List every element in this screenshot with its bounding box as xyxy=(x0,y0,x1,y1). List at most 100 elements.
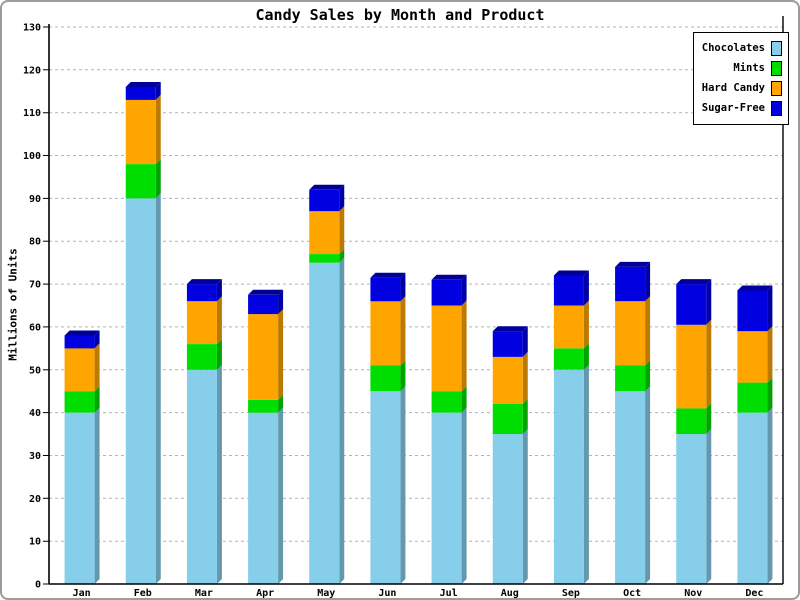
bar-side-hard-candy xyxy=(645,296,651,366)
bar-side-sugar-free xyxy=(706,279,712,325)
bar-side-mints xyxy=(461,386,467,413)
bar-segment-hard-candy xyxy=(64,348,95,392)
bar-side-hard-candy xyxy=(522,351,528,404)
bar-segment-hard-candy xyxy=(125,99,156,165)
bar-segment-sugar-free xyxy=(615,266,646,302)
bar-segment-sugar-free xyxy=(309,189,340,212)
bar-segment-sugar-free xyxy=(737,290,768,332)
bar-side-sugar-free xyxy=(522,326,528,357)
x-tick-label: Feb xyxy=(134,588,152,599)
bar-top-face xyxy=(737,285,773,291)
bar-segment-chocolates xyxy=(737,412,768,584)
legend-label: Mints xyxy=(733,62,765,74)
chart-title: Candy Sales by Month and Product xyxy=(255,6,545,24)
legend-item: Mints xyxy=(700,58,782,78)
bar-side-mints xyxy=(339,249,345,263)
bar-segment-chocolates xyxy=(309,262,340,584)
bar-segment-mints xyxy=(64,391,95,413)
bar-segment-hard-candy xyxy=(431,305,462,392)
y-tick-label: 30 xyxy=(29,451,41,462)
bar-segment-hard-candy xyxy=(492,356,523,404)
bar-segment-hard-candy xyxy=(737,331,768,383)
bar-side-chocolates xyxy=(522,429,528,584)
y-tick-label: 40 xyxy=(29,408,41,419)
y-tick-label: 130 xyxy=(23,23,41,34)
bar-side-sugar-free xyxy=(767,285,773,332)
x-tick-label: Sep xyxy=(562,588,580,599)
bar-side-mints xyxy=(645,360,651,392)
bar-segment-mints xyxy=(676,408,707,434)
bar-segment-hard-candy xyxy=(553,305,584,349)
bar-side-hard-candy xyxy=(155,94,161,165)
y-tick-label: 120 xyxy=(23,65,41,76)
bar-segment-mints xyxy=(553,348,584,370)
x-tick-label: Jan xyxy=(73,588,91,599)
bar-segment-sugar-free xyxy=(676,284,707,325)
bar-segment-chocolates xyxy=(676,434,707,584)
bar-top-face xyxy=(492,326,528,332)
bar-top-face xyxy=(248,289,284,295)
legend-item: Chocolates xyxy=(700,38,782,58)
bar-side-mints xyxy=(216,339,222,370)
bar-side-mints xyxy=(400,360,406,392)
y-tick-label: 60 xyxy=(29,322,41,333)
bar-segment-hard-candy xyxy=(309,211,340,254)
bar-segment-sugar-free xyxy=(431,279,462,306)
y-tick-label: 80 xyxy=(29,237,41,248)
bar-segment-chocolates xyxy=(553,369,584,584)
bar-side-mints xyxy=(706,403,712,434)
bar-segment-hard-candy xyxy=(248,314,279,400)
bar-segment-sugar-free xyxy=(248,294,279,315)
bar-segment-mints xyxy=(370,365,401,392)
bar-segment-mints xyxy=(125,164,156,199)
bar-side-mints xyxy=(583,343,589,370)
bar-segment-hard-candy xyxy=(676,324,707,409)
bar-side-sugar-free xyxy=(339,184,345,212)
bar-side-hard-candy xyxy=(400,296,406,366)
bar-segment-mints xyxy=(737,382,768,413)
y-tick-label: 50 xyxy=(29,365,41,376)
bar-side-mints xyxy=(155,159,161,199)
bar-side-chocolates xyxy=(767,407,773,584)
bar-segment-mints xyxy=(492,404,523,434)
bar-segment-mints xyxy=(248,399,279,413)
bar-side-hard-candy xyxy=(583,300,589,349)
bar-side-hard-candy xyxy=(216,296,222,345)
legend-label: Chocolates xyxy=(701,42,765,54)
bar-top-face xyxy=(309,184,345,190)
bar-segment-sugar-free xyxy=(125,87,156,100)
bar-top-face xyxy=(64,330,100,336)
bar-side-hard-candy xyxy=(461,300,467,392)
bar-side-mints xyxy=(767,377,773,413)
bar-side-mints xyxy=(94,386,100,413)
bar-side-chocolates xyxy=(339,257,345,584)
bar-side-hard-candy xyxy=(339,206,345,255)
bar-side-mints xyxy=(522,399,528,434)
y-tick-label: 20 xyxy=(29,494,41,505)
bar-side-hard-candy xyxy=(94,343,100,392)
bar-side-sugar-free xyxy=(461,274,467,306)
bar-segment-sugar-free xyxy=(370,277,401,302)
bar-side-chocolates xyxy=(94,407,100,584)
bar-side-sugar-free xyxy=(400,272,406,302)
legend: Chocolates Mints Hard Candy Sugar-Free xyxy=(693,32,789,125)
legend-item: Hard Candy xyxy=(700,78,782,98)
x-tick-label: Mar xyxy=(195,588,213,599)
bar-side-chocolates xyxy=(155,193,161,584)
bar-side-chocolates xyxy=(278,407,284,584)
bar-side-chocolates xyxy=(583,364,589,584)
bar-segment-mints xyxy=(309,254,340,263)
bar-segment-sugar-free xyxy=(64,335,95,349)
bar-top-face xyxy=(125,82,161,87)
bar-segment-hard-candy xyxy=(615,301,646,366)
y-tick-label: 10 xyxy=(29,537,41,548)
bar-side-chocolates xyxy=(400,386,406,584)
bar-side-sugar-free xyxy=(155,82,161,100)
bar-top-face xyxy=(676,279,712,285)
x-tick-label: Aug xyxy=(501,588,519,599)
bar-segment-chocolates xyxy=(370,391,401,584)
legend-swatch xyxy=(771,40,782,56)
legend-swatch xyxy=(771,80,782,96)
bar-segment-chocolates xyxy=(125,198,156,584)
